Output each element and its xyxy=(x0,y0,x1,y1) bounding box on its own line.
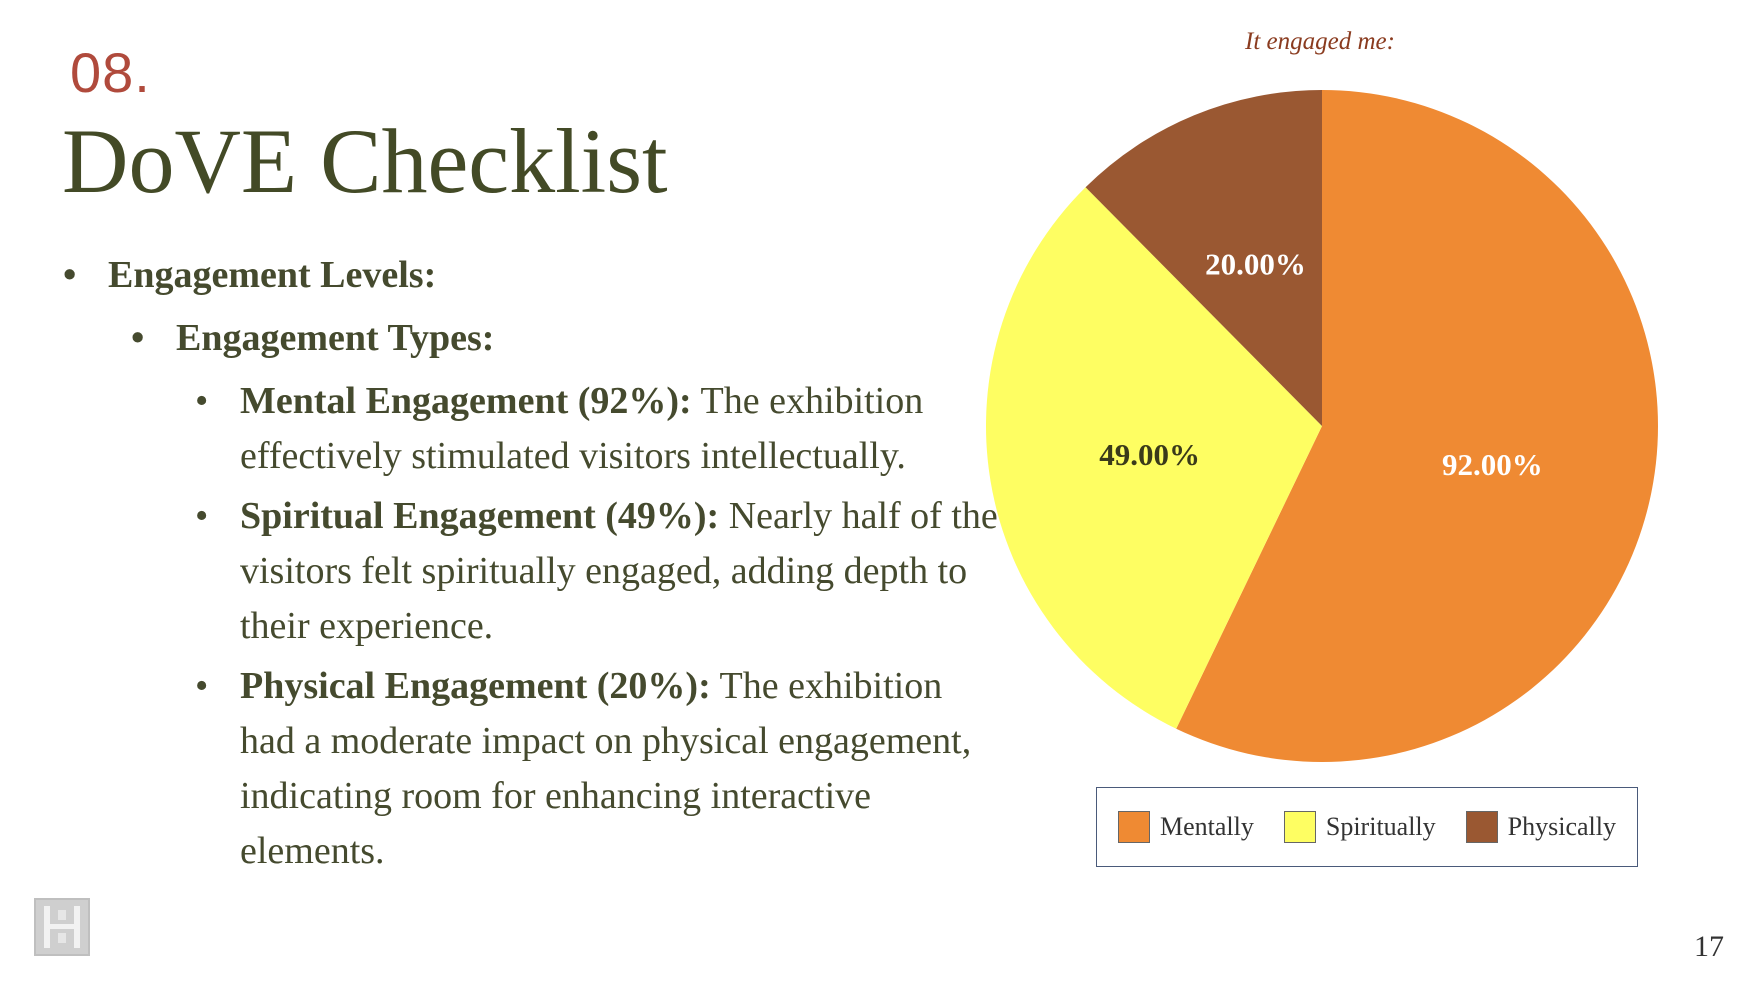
legend-item-physically: Physically xyxy=(1465,811,1616,843)
bullet-engagement-types: Engagement Types: xyxy=(131,311,958,366)
bullet-mental-engagement: Mental Engagement (92%): The exhibition … xyxy=(195,374,1000,484)
bullet-spiritual-engagement: Spiritual Engagement (49%): Nearly half … xyxy=(195,489,1000,654)
legend-item-mentally: Mentally xyxy=(1118,811,1254,843)
bullet-text: Nearly half of the visitors felt spiritu… xyxy=(240,495,998,647)
bullet-bold-label: Physical Engagement (20%): xyxy=(240,665,711,707)
slice-spiritually xyxy=(986,187,1322,729)
slice-mentally xyxy=(1176,90,1658,762)
legend-label: Spiritually xyxy=(1325,812,1436,841)
data-label-mentally: 92.00% xyxy=(1442,447,1543,482)
chart-legend: Mentally Spiritually Physically xyxy=(1096,787,1638,867)
bullet-physical-engagement: Physical Engagement (20%): The exhibitio… xyxy=(195,659,1000,879)
bullet-list: Engagement Levels: Engagement Types: Men… xyxy=(58,248,998,879)
chart-title: It engaged me: xyxy=(1245,28,1395,55)
institution-logo-icon xyxy=(34,898,90,956)
data-label-spiritually: 49.00% xyxy=(1099,437,1200,472)
legend-item-spiritually: Spiritually xyxy=(1283,811,1436,843)
page-number: 17 xyxy=(1694,930,1724,963)
bullet-text: The exhibition had a moderate impact on … xyxy=(240,665,972,872)
bullet-bold-label: Spiritual Engagement (49%): xyxy=(240,495,720,537)
slice-physically xyxy=(1085,90,1322,426)
section-number: 08. xyxy=(70,41,151,104)
bullet-bold-label: Mental Engagement (92%): xyxy=(240,380,692,422)
legend-swatch xyxy=(1118,811,1150,843)
page-title: DoVE Checklist xyxy=(62,110,668,212)
legend-label: Physically xyxy=(1507,812,1616,841)
bullet-text: The exhibition effectively stimulated vi… xyxy=(240,380,924,477)
pie-chart: It engaged me: 92.00% 49.00% 20.00% Mental… xyxy=(960,0,1680,900)
data-label-physically: 20.00% xyxy=(1205,246,1306,281)
legend-label: Mentally xyxy=(1160,812,1254,841)
legend-swatch xyxy=(1283,811,1316,843)
pie-chart-svg: 92.00% 49.00% 20.00% xyxy=(986,90,1658,762)
bullet-engagement-levels: Engagement Levels: xyxy=(63,248,958,303)
legend-swatch xyxy=(1465,811,1498,843)
